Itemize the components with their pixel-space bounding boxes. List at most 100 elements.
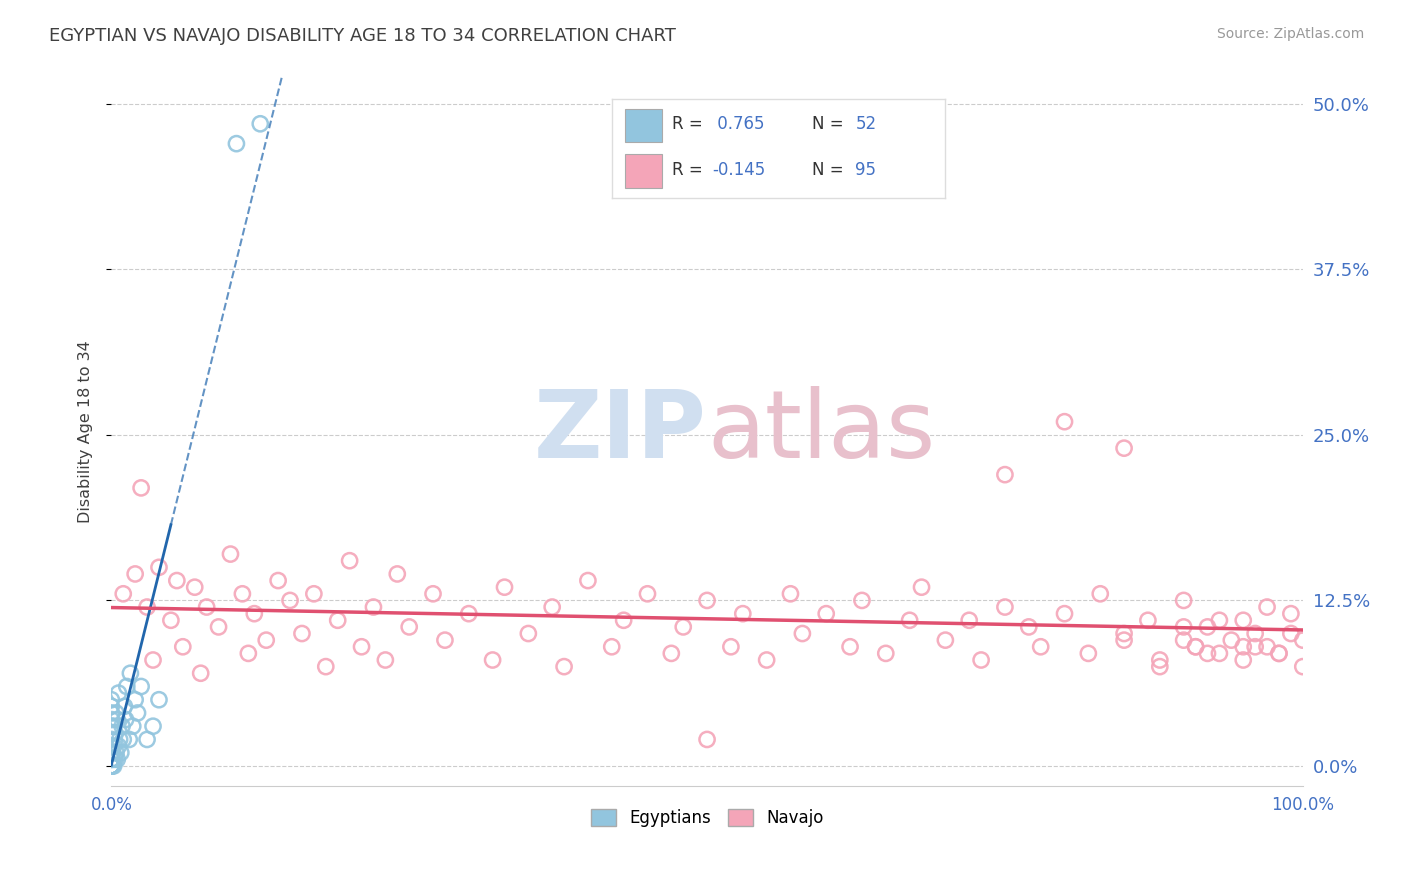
Text: EGYPTIAN VS NAVAJO DISABILITY AGE 18 TO 34 CORRELATION CHART: EGYPTIAN VS NAVAJO DISABILITY AGE 18 TO …	[49, 27, 676, 45]
Point	[166, 574, 188, 588]
Point	[1256, 640, 1278, 654]
Point	[100, 759, 122, 773]
Point	[613, 613, 636, 627]
Point	[190, 666, 212, 681]
Point	[112, 732, 135, 747]
Point	[129, 680, 152, 694]
Point	[291, 626, 314, 640]
Point	[1053, 415, 1076, 429]
Point	[1268, 646, 1291, 660]
Point	[238, 646, 260, 660]
Point	[1220, 633, 1243, 648]
Point	[1208, 646, 1230, 660]
Point	[1184, 640, 1206, 654]
Point	[1029, 640, 1052, 654]
Point	[1149, 653, 1171, 667]
Point	[1208, 613, 1230, 627]
Point	[100, 752, 122, 766]
Point	[637, 587, 659, 601]
Point	[136, 732, 159, 747]
Point	[374, 653, 396, 667]
Point	[1256, 600, 1278, 615]
Point	[839, 640, 862, 654]
Point	[326, 613, 349, 627]
Point	[696, 732, 718, 747]
Point	[107, 686, 129, 700]
Point	[994, 600, 1017, 615]
Point	[457, 607, 479, 621]
Point	[103, 739, 125, 753]
Point	[494, 580, 516, 594]
Point	[934, 633, 956, 648]
Point	[105, 706, 128, 720]
Point	[103, 719, 125, 733]
Point	[100, 739, 122, 753]
Point	[100, 732, 122, 747]
Point	[779, 587, 801, 601]
Point	[100, 759, 122, 773]
Point	[100, 752, 122, 766]
Point	[100, 713, 122, 727]
Point	[278, 593, 301, 607]
Point	[387, 566, 409, 581]
Point	[302, 587, 325, 601]
Point	[121, 719, 143, 733]
Point	[1077, 646, 1099, 660]
Point	[254, 633, 277, 648]
Point	[1268, 646, 1291, 660]
Point	[672, 620, 695, 634]
Point	[1279, 607, 1302, 621]
Point	[731, 607, 754, 621]
Point	[100, 759, 122, 773]
Point	[114, 713, 136, 727]
Point	[1197, 646, 1219, 660]
Point	[129, 481, 152, 495]
Point	[970, 653, 993, 667]
Point	[105, 752, 128, 766]
Point	[1112, 441, 1135, 455]
Point	[1292, 633, 1315, 648]
Point	[100, 759, 122, 773]
Point	[1136, 613, 1159, 627]
Point	[136, 600, 159, 615]
Point	[1232, 613, 1254, 627]
Point	[172, 640, 194, 654]
Point	[107, 739, 129, 753]
Point	[696, 593, 718, 607]
Point	[183, 580, 205, 594]
Point	[219, 547, 242, 561]
Point	[231, 587, 253, 601]
Point	[792, 626, 814, 640]
Point	[1149, 659, 1171, 673]
Point	[1279, 626, 1302, 640]
Point	[1173, 620, 1195, 634]
Point	[100, 726, 122, 740]
Point	[142, 653, 165, 667]
Point	[110, 746, 132, 760]
Point	[115, 680, 138, 694]
Text: ZIP: ZIP	[534, 385, 707, 477]
Point	[553, 659, 575, 673]
Point	[1232, 640, 1254, 654]
Point	[100, 759, 122, 773]
Point	[101, 759, 124, 773]
Point	[422, 587, 444, 601]
Point	[104, 752, 127, 766]
Point	[249, 117, 271, 131]
Point	[207, 620, 229, 634]
Point	[105, 713, 128, 727]
Point	[339, 554, 361, 568]
Point	[481, 653, 503, 667]
Point	[350, 640, 373, 654]
Y-axis label: Disability Age 18 to 34: Disability Age 18 to 34	[79, 340, 93, 523]
Point	[815, 607, 838, 621]
Point	[1112, 633, 1135, 648]
Point	[1232, 653, 1254, 667]
Point	[100, 759, 122, 773]
Point	[100, 759, 122, 773]
Point	[755, 653, 778, 667]
Point	[1292, 659, 1315, 673]
Point	[994, 467, 1017, 482]
Point	[111, 719, 134, 733]
Point	[103, 759, 125, 773]
